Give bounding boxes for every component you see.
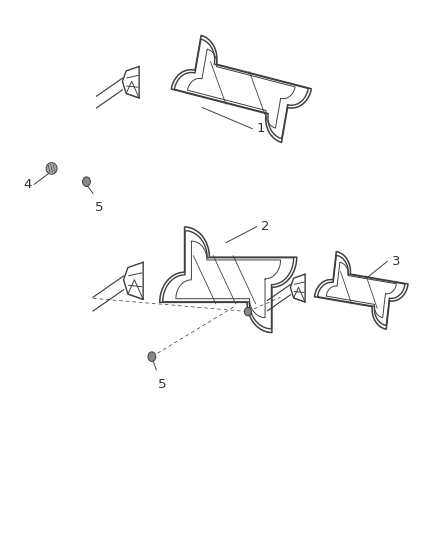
Text: 5: 5 <box>95 201 103 214</box>
Text: 5: 5 <box>158 378 166 391</box>
Text: 1: 1 <box>256 122 265 135</box>
Ellipse shape <box>82 177 90 187</box>
Text: 4: 4 <box>24 178 32 191</box>
Ellipse shape <box>244 308 251 316</box>
Ellipse shape <box>46 163 57 174</box>
Text: 3: 3 <box>391 255 399 268</box>
Text: 2: 2 <box>260 220 269 233</box>
Ellipse shape <box>148 352 155 361</box>
